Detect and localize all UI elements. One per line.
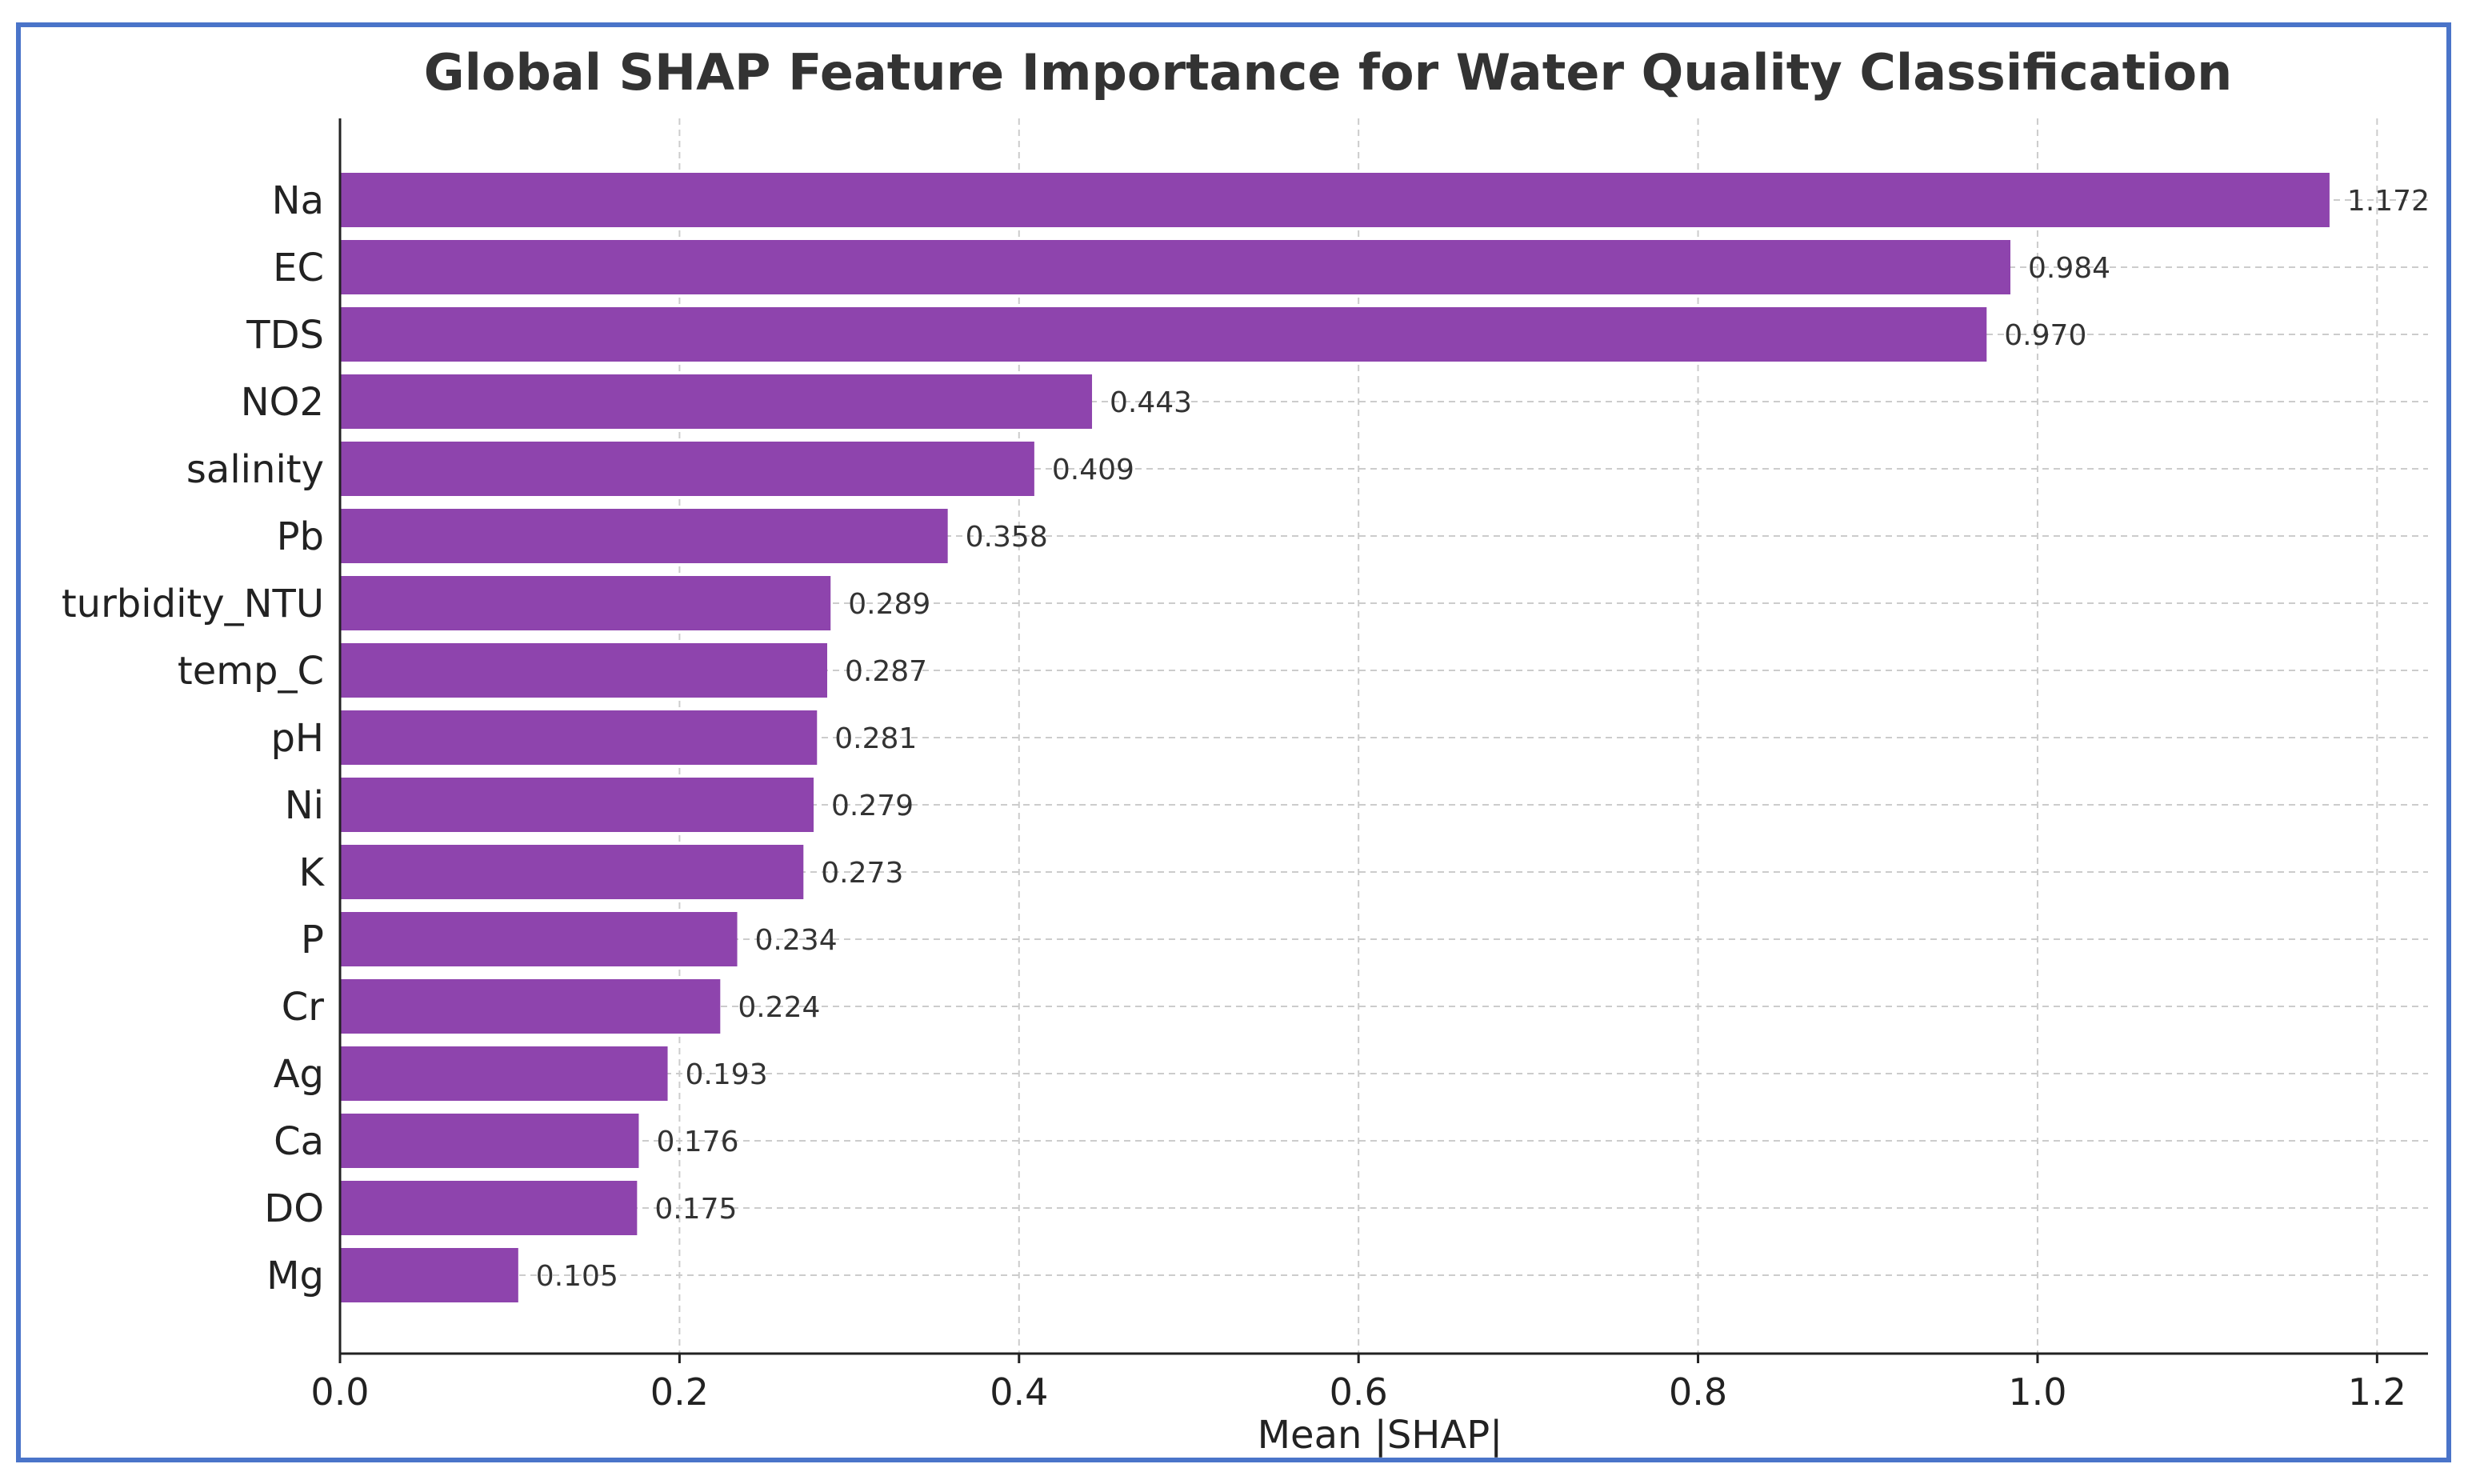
bar-Ca [340,1114,639,1168]
category-label: NO2 [241,380,324,425]
value-label: 0.176 [656,1126,738,1158]
x-axis-title: Mean |SHAP| [1258,1413,1503,1458]
value-label: 0.281 [834,722,917,755]
x-ticks: 0.0 0.2 0.4 0.6 0.8 1.0 1.2 [310,1354,2406,1414]
axes [338,118,2428,1355]
value-labels: 1.172 0.984 0.970 0.443 0.409 0.358 0.289 0.287… [536,185,2430,1293]
category-label: Ca [274,1119,324,1164]
category-label: Mg [266,1254,324,1298]
x-tick-label: 0.2 [650,1370,709,1414]
value-label: 0.409 [1052,454,1134,486]
category-label: P [301,918,324,962]
bar-DO [340,1181,638,1235]
value-label: 0.193 [686,1058,768,1091]
bar-pH [340,710,818,765]
bar-TDS [340,307,1987,362]
value-label: 0.175 [654,1193,737,1226]
category-label: K [299,850,326,895]
value-label: 0.289 [848,588,930,621]
bar-Mg [340,1248,518,1302]
x-tick-label: 1.2 [2348,1370,2406,1414]
value-label: 0.273 [821,857,903,890]
value-label: 0.984 [2028,252,2110,285]
value-label: 0.287 [845,655,927,688]
value-label: 0.970 [2004,319,2086,352]
value-label: 0.234 [755,924,838,957]
bar-NO2 [340,374,1093,429]
bar-Ag [340,1046,668,1101]
bar-Pb [340,509,948,563]
category-label: pH [270,716,324,761]
x-tick-label: 0.8 [1669,1370,1727,1414]
value-label: 0.358 [966,521,1048,554]
value-label: 0.279 [831,790,914,822]
bar-P [340,912,738,966]
x-tick-label: 0.0 [310,1370,369,1414]
x-tick-label: 0.6 [1330,1370,1388,1414]
category-label: Ag [274,1052,324,1097]
x-tick-label: 1.0 [2008,1370,2066,1414]
bar-Ni [340,778,814,832]
category-label: DO [264,1186,324,1231]
bar-Cr [340,979,721,1034]
x-tick-label: 0.4 [990,1370,1048,1414]
bar-K [340,845,804,899]
bars [340,173,2330,1302]
category-label: Pb [277,514,324,559]
category-label: Ni [285,783,324,828]
category-label: turbidity_NTU [62,582,324,626]
bar-salinity [340,442,1034,496]
chart-title: Global SHAP Feature Importance for Water… [424,43,2233,102]
bar-EC [340,240,2010,294]
category-label: EC [273,246,324,290]
value-label: 0.443 [1110,386,1192,419]
category-label: Na [272,178,324,223]
category-label: salinity [186,447,324,492]
value-label: 0.105 [536,1260,618,1293]
bar-temp_C [340,643,827,698]
category-label: temp_C [178,649,324,694]
category-label: Cr [282,985,325,1030]
bar-turbidity_NTU [340,576,831,630]
category-label: TDS [246,313,324,358]
value-label: 0.224 [738,991,820,1024]
category-labels: Na EC TDS NO2 salinity Pb turbidity_NTU temp_Cp… [62,178,326,1298]
value-label: 1.172 [2347,185,2430,218]
bar-Na [340,173,2330,227]
